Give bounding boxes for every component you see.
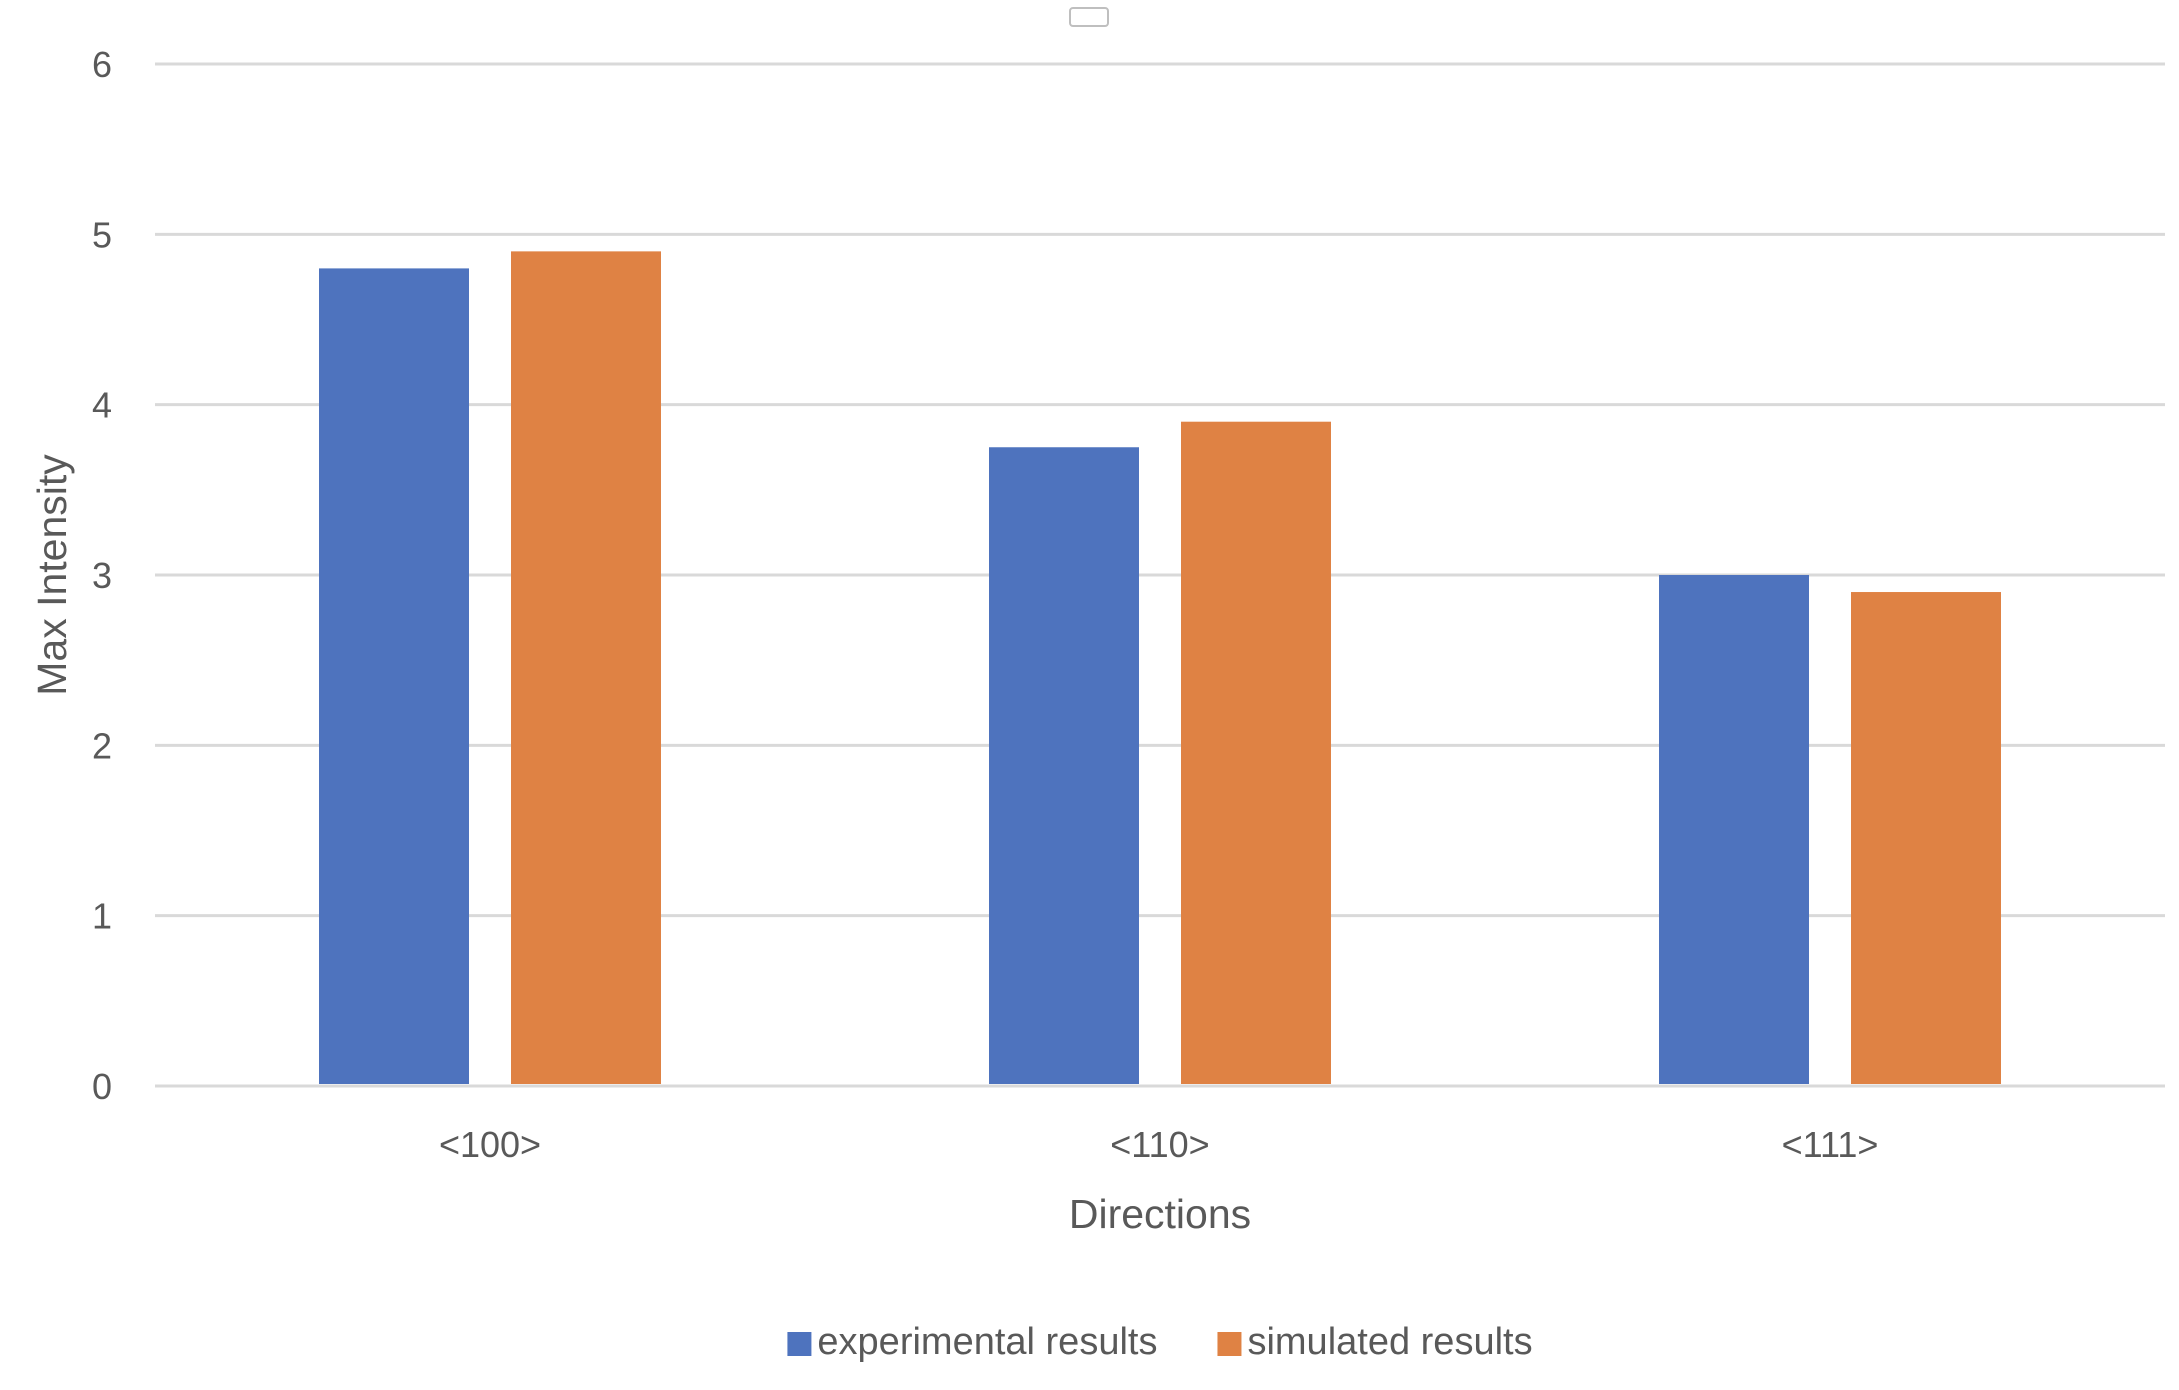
legend-label: simulated results: [1247, 1321, 1532, 1363]
x-axis-title: Directions: [1069, 1191, 1251, 1237]
bar-experimental[interactable]: [989, 447, 1139, 1084]
legend-swatch: [1217, 1332, 1242, 1356]
legend-swatch: [787, 1332, 812, 1356]
y-tick-label: 6: [92, 44, 112, 85]
legend-item[interactable]: simulated results: [1217, 1321, 1533, 1363]
y-tick-label: 3: [92, 555, 112, 596]
bar-experimental[interactable]: [1659, 575, 1809, 1084]
y-tick-label: 2: [92, 725, 112, 766]
bar-simulated[interactable]: [511, 251, 661, 1084]
y-tick-label: 1: [92, 896, 112, 937]
legend-item[interactable]: experimental results: [787, 1321, 1157, 1363]
bar-experimental[interactable]: [319, 268, 469, 1084]
y-axis-title: Max Intensity: [29, 454, 75, 696]
x-tick-label: <110>: [1110, 1124, 1209, 1165]
x-axis-ticks: <100> <110> <111>: [439, 1124, 1878, 1165]
bars: [319, 251, 2001, 1084]
y-axis-ticks: 0 1 2 3 4 5 6: [92, 44, 112, 1107]
x-tick-label: <100>: [439, 1124, 541, 1165]
y-tick-label: 5: [92, 214, 112, 255]
legend: experimental results simulated results: [787, 1321, 1533, 1363]
legend-label: experimental results: [817, 1321, 1157, 1363]
y-tick-label: 0: [92, 1066, 112, 1107]
x-tick-label: <111>: [1782, 1124, 1879, 1165]
bar-simulated[interactable]: [1851, 592, 2001, 1084]
bar-simulated[interactable]: [1181, 421, 1331, 1084]
y-tick-label: 4: [92, 385, 112, 426]
chart-title-placeholder[interactable]: [1069, 7, 1109, 27]
gridlines: [155, 62, 2165, 1088]
